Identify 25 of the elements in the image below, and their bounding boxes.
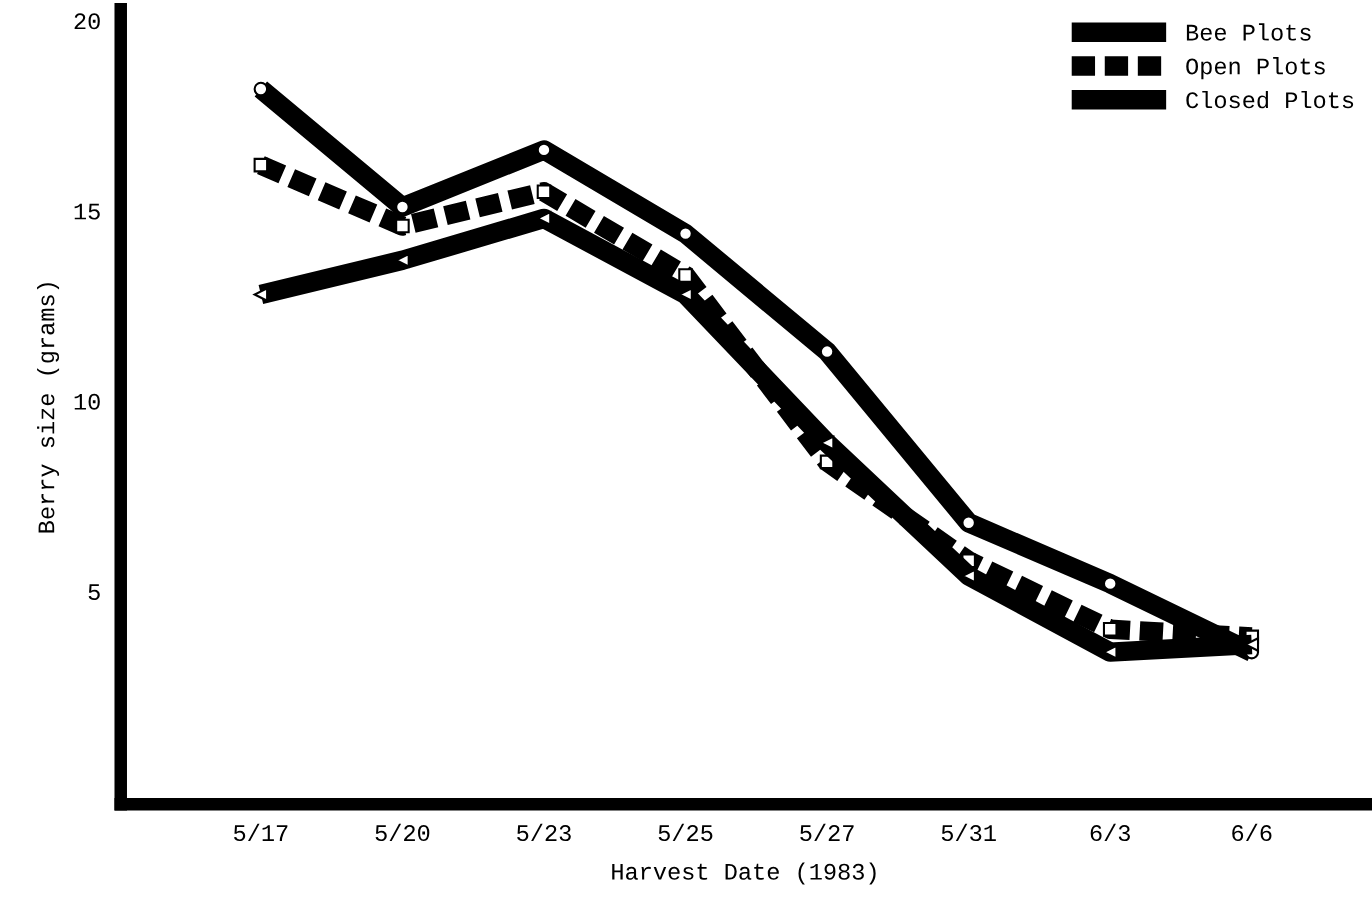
point	[395, 199, 410, 215]
x-tick-label: 5/23	[517, 823, 571, 842]
legend-label: Open Plots	[1186, 57, 1325, 80]
y-tick-label: 5	[88, 584, 100, 601]
x-tick-label: 5/31	[941, 823, 996, 842]
point	[678, 268, 693, 283]
legend-label: Closed Plots	[1186, 90, 1354, 109]
point	[253, 157, 269, 173]
point	[395, 218, 410, 234]
legend-label: Bee Plots	[1186, 23, 1311, 41]
point	[819, 344, 835, 359]
x-tick-label: 5/20	[375, 823, 430, 842]
point	[536, 184, 552, 200]
y-tick-label: 15	[74, 203, 100, 220]
x-axis-title: Harvest Date (1983)	[612, 862, 876, 885]
x-tick-label: 5/17	[234, 823, 288, 842]
x-tick-label: 5/27	[800, 823, 854, 842]
x-tick-label: 6/3	[1090, 823, 1130, 842]
y-axis-title: Berry size (grams)	[37, 283, 60, 533]
y-tick-label: 20	[74, 13, 100, 30]
y-tick-label: 10	[74, 393, 100, 410]
point	[678, 226, 693, 241]
x-tick-label: 6/6	[1232, 823, 1272, 842]
x-tick-label: 5/25	[658, 823, 713, 842]
point	[1102, 622, 1118, 637]
